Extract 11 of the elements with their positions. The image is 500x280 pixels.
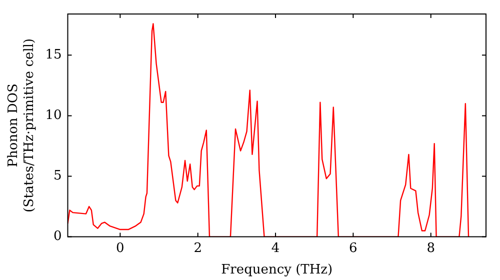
y-axis-title: Phonon DOS (States/THz·primitive cell) — [6, 38, 37, 212]
y-tick-label: 0 — [53, 229, 62, 244]
x-tick-label: 2 — [194, 240, 202, 256]
y-tick-label: 10 — [45, 108, 62, 124]
x-tick-label: 6 — [349, 240, 358, 256]
x-tick-label: 8 — [426, 240, 435, 256]
x-tick-label: 4 — [271, 240, 280, 256]
y-tick-label: 15 — [45, 48, 62, 63]
x-axis-title: Frequency (THz) — [221, 262, 333, 278]
y-tick-label: 5 — [53, 168, 62, 184]
x-tick-label: 0 — [116, 240, 124, 256]
